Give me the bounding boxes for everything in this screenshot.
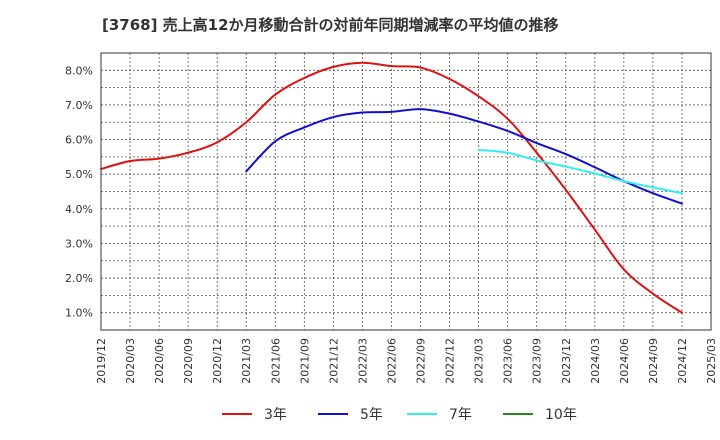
series-line-1 <box>245 108 683 205</box>
legend-label-0: 3年 <box>264 407 287 423</box>
y-tick-label: 6.0% <box>65 134 93 147</box>
legend-label-1: 5年 <box>360 407 383 423</box>
y-tick-label: 4.0% <box>65 203 93 216</box>
x-tick-label: 2023/12 <box>560 338 573 384</box>
x-tick-label: 2021/09 <box>298 338 311 384</box>
x-axis-ticks: 2019/12 2020/03 2020/06 2020/09 2020/12 2021/… <box>95 338 718 384</box>
x-tick-label: 2024/09 <box>647 338 660 384</box>
x-tick-label: 2022/03 <box>356 338 369 384</box>
legend-label-2: 7年 <box>449 407 472 423</box>
x-tick-label: 2023/09 <box>531 338 544 384</box>
plot-frame <box>100 52 712 331</box>
series-line-0 <box>100 61 683 314</box>
y-tick-label: 8.0% <box>65 64 93 77</box>
x-tick-label: 2024/06 <box>618 338 631 384</box>
x-tick-label: 2019/12 <box>95 338 108 384</box>
x-tick-label: 2023/06 <box>502 338 515 384</box>
legend-label-3: 10年 <box>545 407 577 423</box>
y-tick-label: 5.0% <box>65 168 93 181</box>
series-line-2 <box>477 148 683 195</box>
x-tick-label: 2025/03 <box>705 338 718 384</box>
x-tick-label: 2022/06 <box>385 338 398 384</box>
x-tick-label: 2020/06 <box>153 338 166 384</box>
x-tick-label: 2021/03 <box>240 338 253 384</box>
x-tick-label: 2024/12 <box>676 338 689 384</box>
x-tick-label: 2022/12 <box>444 338 457 384</box>
x-tick-label: 2020/12 <box>211 338 224 384</box>
y-tick-label: 1.0% <box>65 307 93 320</box>
y-axis-ticks: 1.0% 2.0% 3.0% 4.0% 5.0% 6.0% 7.0% 8.0% <box>65 64 93 319</box>
chart-title: [3768] 売上高12か月移動合計の対前年同期増減率の平均値の推移 <box>102 16 559 34</box>
series-lines <box>100 61 683 314</box>
legend: 3年 5年 7年 10年 <box>222 407 577 423</box>
x-tick-label: 2023/03 <box>473 338 486 384</box>
x-tick-label: 2020/09 <box>182 338 195 384</box>
y-tick-label: 3.0% <box>65 237 93 250</box>
x-tick-label: 2022/09 <box>415 338 428 384</box>
x-tick-label: 2021/12 <box>327 338 340 384</box>
y-tick-label: 7.0% <box>65 99 93 112</box>
y-tick-label: 2.0% <box>65 272 93 285</box>
x-tick-label: 2020/03 <box>124 338 137 384</box>
x-tick-label: 2021/06 <box>269 338 282 384</box>
x-tick-label: 2024/03 <box>589 338 602 384</box>
grid <box>100 52 712 331</box>
